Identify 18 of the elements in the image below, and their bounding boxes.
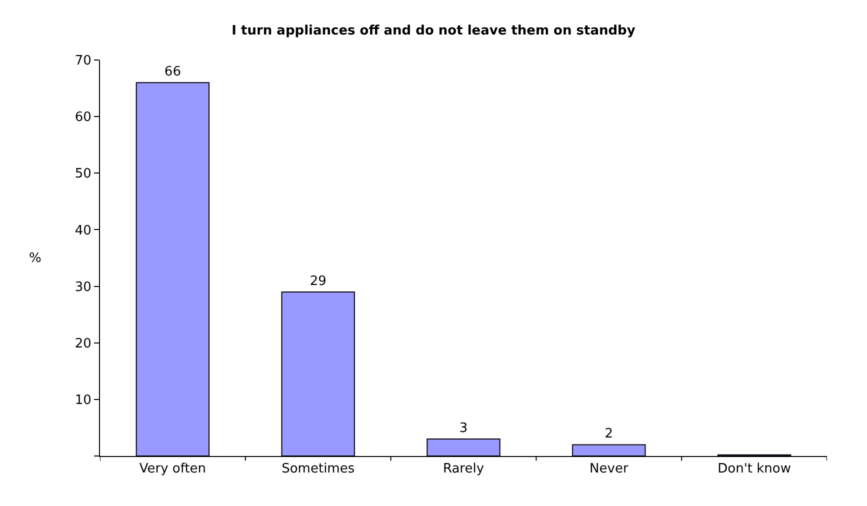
y-tick-label: 40 <box>74 223 92 238</box>
data-label: 3 <box>459 421 468 436</box>
x-tick-label: Rarely <box>442 462 484 477</box>
x-tick-label: Very often <box>139 462 206 477</box>
y-tick-label: 10 <box>74 392 92 408</box>
y-tick-label: 60 <box>74 110 92 126</box>
data-label: 66 <box>164 64 181 80</box>
x-tick-label: Never <box>590 462 629 477</box>
y-tick-label: 50 <box>74 166 92 182</box>
data-label: 2 <box>604 426 614 442</box>
data-label: 29 <box>310 274 326 289</box>
y-tick-label: 70 <box>74 54 92 69</box>
x-tick-label: Sometimes <box>282 462 355 477</box>
chart-title: I turn appliances off and do not leave them on standby <box>232 23 636 38</box>
y-tick-label: 20 <box>74 336 92 352</box>
y-axis-title: % <box>29 251 42 266</box>
y-tick-label: 30 <box>74 280 92 295</box>
x-tick-label: Don't know <box>718 462 792 477</box>
